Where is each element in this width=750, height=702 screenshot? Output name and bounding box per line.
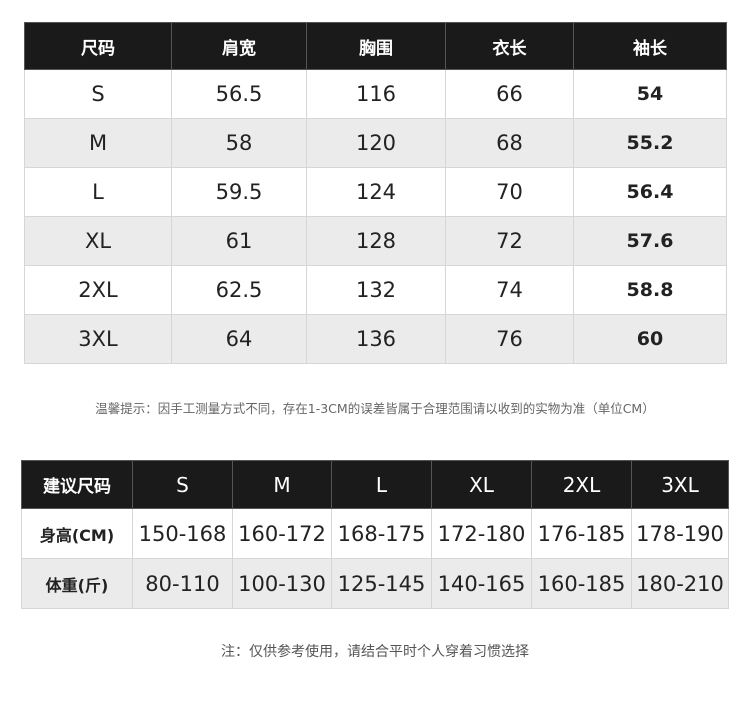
table-cell: 58.8 (573, 265, 727, 315)
table-cell: 60 (573, 314, 727, 364)
table-cell: 体重(斤) (21, 558, 133, 609)
size-chart-table: 尺码 肩宽 胸围 衣长 袖长 S 56.5 116 66 54 M 58 120 68 55.2 L 59.5… (24, 22, 727, 364)
table-row: XL 61 128 72 57.6 (24, 216, 727, 266)
table-cell: 57.6 (573, 216, 727, 266)
table-cell: 3XL (24, 314, 172, 364)
column-header: 3XL (631, 460, 729, 509)
table-row: 2XL 62.5 132 74 58.8 (24, 265, 727, 315)
column-header: S (132, 460, 233, 509)
table-cell: 128 (306, 216, 446, 266)
table-cell: 70 (445, 167, 574, 217)
column-header: M (232, 460, 332, 509)
table-row: 3XL 64 136 76 60 (24, 314, 727, 364)
measurement-tip: 温馨提示：因手工测量方式不同，存在1-3CM的误差皆属于合理范围请以收到的实物为… (95, 401, 655, 416)
column-header: 胸围 (306, 22, 446, 70)
table-cell: 150-168 (132, 508, 233, 559)
table-cell: 76 (445, 314, 574, 364)
footnote: 注：仅供参考使用，请结合平时个人穿着习惯选择 (221, 644, 529, 660)
column-header: XL (431, 460, 532, 509)
table-cell: 59.5 (171, 167, 307, 217)
table-row: 体重(斤) 80-110 100-130 125-145 140-165 160-185 1… (21, 558, 729, 609)
table-row: L 59.5 124 70 56.4 (24, 167, 727, 217)
table-cell: 172-180 (431, 508, 532, 559)
table-cell: 54 (573, 69, 727, 119)
recommended-size-table: 建议尺码 S M L XL 2XL 3XL 身高(CM) 150-168 160-172 168-… (21, 460, 729, 609)
table-row: M 58 120 68 55.2 (24, 118, 727, 168)
column-header: 袖长 (573, 22, 727, 70)
table-cell: 180-210 (631, 558, 729, 609)
table-cell: 132 (306, 265, 446, 315)
table-row: S 56.5 116 66 54 (24, 69, 727, 119)
table-cell: 74 (445, 265, 574, 315)
table-cell: M (24, 118, 172, 168)
size-chart-header-row: 尺码 肩宽 胸围 衣长 袖长 (24, 22, 727, 70)
column-header: 建议尺码 (21, 460, 133, 509)
table-cell: 66 (445, 69, 574, 119)
table-cell: 68 (445, 118, 574, 168)
table-cell: 125-145 (331, 558, 432, 609)
table-cell: 56.4 (573, 167, 727, 217)
table-cell: 116 (306, 69, 446, 119)
table-cell: S (24, 69, 172, 119)
table-cell: 176-185 (531, 508, 632, 559)
table-cell: 62.5 (171, 265, 307, 315)
table-cell: 2XL (24, 265, 172, 315)
column-header: 尺码 (24, 22, 172, 70)
table-cell: 168-175 (331, 508, 432, 559)
table-cell: 55.2 (573, 118, 727, 168)
table-cell: 80-110 (132, 558, 233, 609)
table-cell: 72 (445, 216, 574, 266)
column-header: 2XL (531, 460, 632, 509)
table-cell: 178-190 (631, 508, 729, 559)
table-cell: 140-165 (431, 558, 532, 609)
table-cell: 身高(CM) (21, 508, 133, 559)
table-cell: 136 (306, 314, 446, 364)
table-cell: 120 (306, 118, 446, 168)
table-cell: 64 (171, 314, 307, 364)
table-cell: 160-172 (232, 508, 332, 559)
table-cell: 160-185 (531, 558, 632, 609)
column-header: 衣长 (445, 22, 574, 70)
recommended-size-header-row: 建议尺码 S M L XL 2XL 3XL (21, 460, 729, 509)
table-cell: 56.5 (171, 69, 307, 119)
table-cell: L (24, 167, 172, 217)
table-cell: XL (24, 216, 172, 266)
table-cell: 100-130 (232, 558, 332, 609)
table-cell: 124 (306, 167, 446, 217)
column-header: L (331, 460, 432, 509)
table-row: 身高(CM) 150-168 160-172 168-175 172-180 176-18… (21, 508, 729, 559)
column-header: 肩宽 (171, 22, 307, 70)
table-cell: 58 (171, 118, 307, 168)
table-cell: 61 (171, 216, 307, 266)
